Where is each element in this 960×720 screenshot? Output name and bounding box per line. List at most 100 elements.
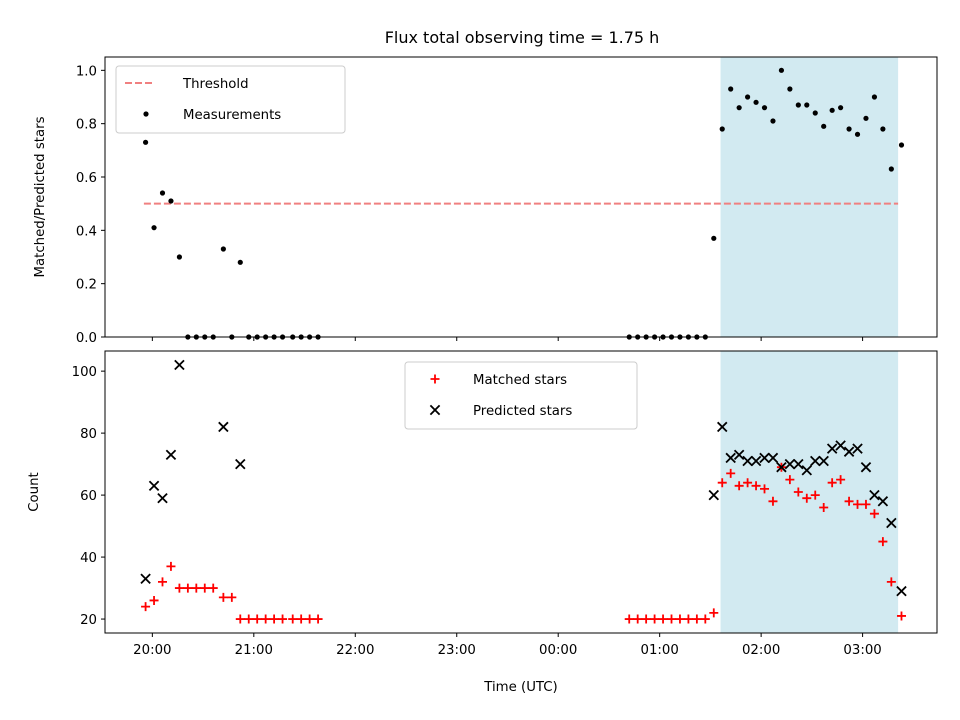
predicted-star-point (218, 421, 229, 433)
measurement-point (787, 86, 793, 92)
measurement-point (151, 225, 157, 231)
predicted-star-point (886, 517, 897, 529)
predicted-star-point (750, 455, 762, 467)
measurement-point (888, 166, 894, 172)
matched-star-point (717, 478, 727, 488)
matched-star-point (734, 481, 744, 491)
matched-star-point (896, 611, 906, 621)
measurement-point (880, 126, 886, 132)
matched-star-point (174, 583, 184, 593)
matched-star-point (683, 614, 693, 624)
matched-star-point (743, 478, 753, 488)
predicted-star-point (708, 489, 720, 501)
y-tick-label: 1.0 (76, 64, 97, 79)
x-tick-label: 22:00 (336, 643, 374, 658)
legend-matched-label: Matched stars (473, 373, 567, 388)
matched-star-point (836, 475, 846, 485)
measurement-point (761, 105, 768, 111)
matched-star-point (650, 614, 660, 624)
predicted-star-point (157, 492, 168, 504)
x-tick-label: 00:00 (539, 643, 577, 658)
measurement-point (745, 94, 751, 100)
matched-star-point (844, 496, 854, 506)
predicted-star-point (725, 452, 736, 464)
measurement-point (736, 105, 742, 111)
predicted-star-point (826, 443, 838, 454)
axes-frame (104, 56, 938, 338)
legend-measurements-swatch (143, 111, 149, 117)
matched-star-point (709, 608, 719, 618)
x-tick-label: 01:00 (641, 643, 679, 658)
y-tick-label: 80 (80, 427, 97, 442)
matched-star-point (157, 577, 167, 587)
x-axis-label: Time (UTC) (483, 680, 558, 695)
predicted-star-point (742, 455, 753, 467)
matched-star-point (288, 614, 298, 624)
y-tick-label: 20 (80, 613, 97, 628)
predicted-star-point (810, 455, 821, 467)
matched-star-point (793, 487, 803, 497)
matched-star-point (658, 614, 668, 624)
x-tick-label: 23:00 (438, 643, 476, 658)
measurement-point (854, 131, 861, 137)
x-tick-label: 03:00 (843, 643, 881, 658)
y-tick-label: 0.2 (76, 278, 97, 293)
ratio-panel: 0.0 0.2 0.4 0.6 0.8 1.0 Matched/Predicted star… (33, 56, 938, 346)
highlight-span (720, 57, 899, 337)
predicted-star-point (767, 452, 779, 464)
measurement-point (863, 115, 869, 121)
predicted-star-point (896, 585, 907, 597)
measurement-point (804, 102, 810, 108)
matched-star-point (751, 481, 761, 491)
measurement-point (168, 198, 174, 204)
predicted-star-point (235, 458, 246, 470)
matched-star-point (853, 499, 863, 509)
measurement-point (821, 123, 827, 129)
legend-measurements-label: Measurements (183, 108, 281, 123)
predicted-star-point (818, 455, 829, 467)
predicted-star-point (869, 489, 880, 501)
matched-star-point (700, 614, 710, 624)
y-tick-label: 100 (72, 365, 97, 380)
y-tick-label: 0.0 (76, 331, 97, 346)
matched-star-point (760, 484, 770, 494)
y-axis-label: Count (27, 472, 42, 512)
matched-star-point (827, 478, 837, 488)
matched-star-point (244, 614, 254, 624)
matched-star-point (235, 614, 245, 624)
matched-star-point (278, 614, 288, 624)
measurement-point (711, 235, 717, 241)
matched-star-point (810, 490, 820, 500)
predicted-star-point (733, 449, 745, 461)
measurement-point (770, 118, 776, 124)
matched-star-point (667, 614, 677, 624)
matched-star-point (166, 561, 176, 571)
y-tick-label: 0.8 (76, 118, 97, 133)
y-tick-label: 0.6 (76, 171, 97, 186)
measurement-point (159, 190, 166, 196)
predicted-star-point (843, 446, 855, 457)
matched-star-point (878, 537, 888, 547)
predicted-star-point (776, 461, 787, 473)
matched-star-point (869, 509, 879, 519)
measurement-point (871, 94, 878, 100)
matched-star-point (768, 496, 778, 506)
matched-star-point (641, 614, 651, 624)
predicted-star-point (801, 465, 813, 476)
measurement-point (728, 86, 734, 92)
measurement-point (778, 67, 785, 73)
matched-star-point (675, 614, 685, 624)
axes-frame (104, 350, 938, 634)
matched-star-point (252, 614, 262, 624)
matched-star-point (149, 595, 159, 605)
measurement-point (795, 102, 801, 108)
matched-star-point (208, 583, 218, 593)
predicted-star-point (140, 573, 151, 585)
matched-star-point (313, 614, 323, 624)
matched-star-point (861, 499, 871, 509)
predicted-star-point (784, 458, 796, 470)
measurement-point (719, 126, 725, 132)
x-tick-label: 20:00 (133, 643, 171, 658)
count-panel: 20 40 60 80 100 20:00 21:00 22:00 23:00 00:00 01:0… (27, 350, 938, 658)
